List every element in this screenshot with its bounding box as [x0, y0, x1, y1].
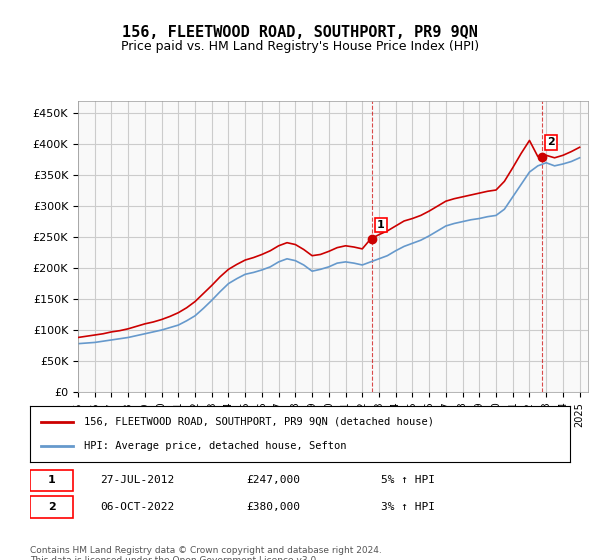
Text: 2: 2	[48, 502, 55, 512]
Text: 3% ↑ HPI: 3% ↑ HPI	[381, 502, 435, 512]
Text: 06-OCT-2022: 06-OCT-2022	[100, 502, 175, 512]
Text: 5% ↑ HPI: 5% ↑ HPI	[381, 475, 435, 486]
Text: 27-JUL-2012: 27-JUL-2012	[100, 475, 175, 486]
FancyBboxPatch shape	[30, 496, 73, 518]
Text: 1: 1	[377, 220, 385, 230]
Text: HPI: Average price, detached house, Sefton: HPI: Average price, detached house, Seft…	[84, 441, 347, 451]
Text: £380,000: £380,000	[246, 502, 300, 512]
Text: 2: 2	[547, 137, 555, 147]
Text: £247,000: £247,000	[246, 475, 300, 486]
Text: 156, FLEETWOOD ROAD, SOUTHPORT, PR9 9QN (detached house): 156, FLEETWOOD ROAD, SOUTHPORT, PR9 9QN …	[84, 417, 434, 427]
Text: Price paid vs. HM Land Registry's House Price Index (HPI): Price paid vs. HM Land Registry's House …	[121, 40, 479, 53]
Text: 156, FLEETWOOD ROAD, SOUTHPORT, PR9 9QN: 156, FLEETWOOD ROAD, SOUTHPORT, PR9 9QN	[122, 25, 478, 40]
Text: Contains HM Land Registry data © Crown copyright and database right 2024.
This d: Contains HM Land Registry data © Crown c…	[30, 546, 382, 560]
FancyBboxPatch shape	[30, 469, 73, 491]
Text: 1: 1	[48, 475, 55, 486]
